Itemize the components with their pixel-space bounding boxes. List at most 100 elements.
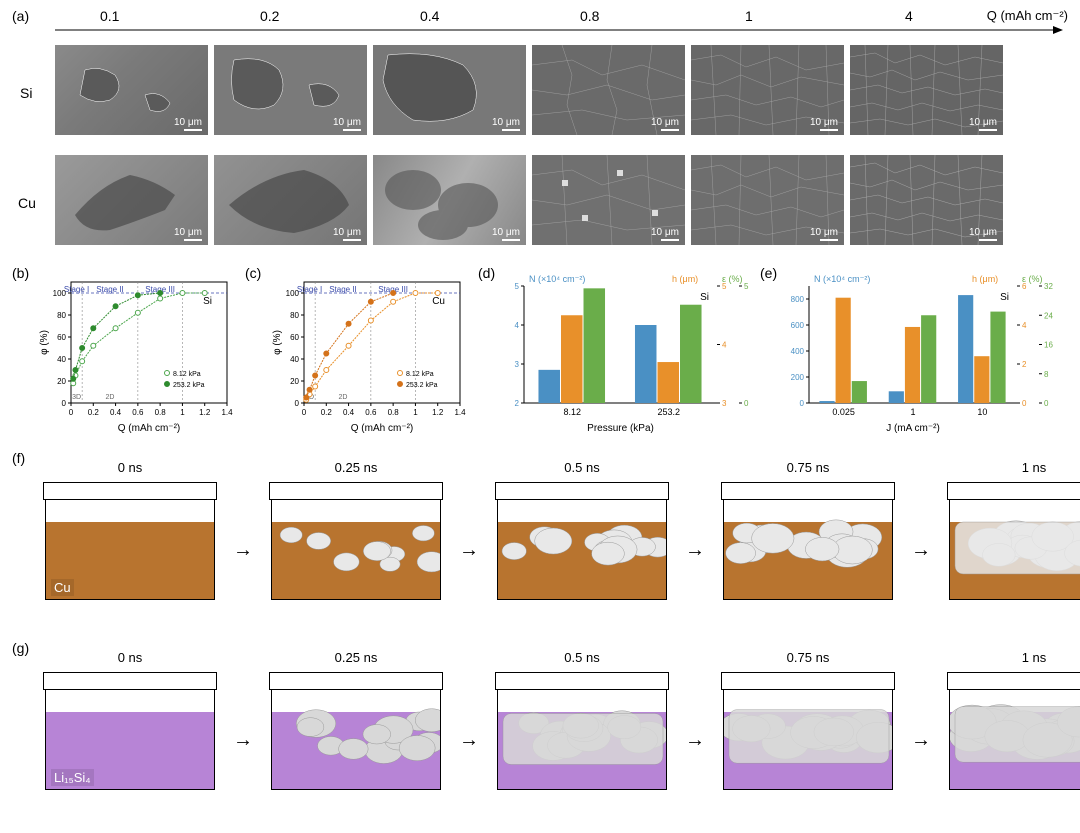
svg-text:32: 32 [1044, 282, 1053, 291]
svg-text:1: 1 [910, 407, 915, 417]
svg-text:80: 80 [290, 311, 299, 320]
label-g: (g) [12, 640, 29, 656]
sem-si-0: 10 μm [55, 45, 208, 135]
svg-text:Si: Si [203, 296, 212, 307]
svg-text:Stage II: Stage II [329, 285, 357, 294]
svg-text:10: 10 [977, 407, 987, 417]
svg-text:Stage II: Stage II [96, 285, 124, 294]
svg-text:0.4: 0.4 [343, 408, 355, 417]
svg-text:1.4: 1.4 [454, 408, 466, 417]
label-f: (f) [12, 450, 25, 466]
svg-text:800: 800 [791, 295, 805, 304]
svg-text:24: 24 [1044, 311, 1053, 320]
svg-text:40: 40 [57, 355, 66, 364]
svg-text:0.2: 0.2 [88, 408, 100, 417]
q-axis-arrow [55, 26, 1065, 36]
svg-text:40: 40 [290, 355, 299, 364]
svg-text:0: 0 [1022, 399, 1027, 408]
sem-si-1: 10 μm [214, 45, 367, 135]
svg-text:3D: 3D [72, 394, 81, 401]
sim-frame: 1 ns [949, 500, 1080, 600]
svg-text:Stage I: Stage I [297, 285, 322, 294]
sim-arrow: → [911, 539, 931, 562]
svg-text:100: 100 [286, 289, 300, 298]
svg-text:Q (mAh cm⁻²): Q (mAh cm⁻²) [118, 423, 181, 434]
svg-text:4: 4 [722, 341, 727, 350]
svg-text:80: 80 [57, 311, 66, 320]
sim-arrow: → [911, 729, 931, 752]
svg-text:0.8: 0.8 [155, 408, 167, 417]
sem-si-5: 10 μm [850, 45, 1003, 135]
svg-text:100: 100 [53, 289, 67, 298]
sim-frame: 0.75 ns [723, 690, 893, 790]
q-val-2: 0.4 [420, 8, 439, 24]
sim-frame: 0.25 ns [271, 500, 441, 600]
sim-frame: 0.25 ns [271, 690, 441, 790]
svg-text:0: 0 [295, 399, 300, 408]
sem-cu-4: 10 μm [691, 155, 844, 245]
svg-text:Stage I: Stage I [64, 285, 89, 294]
svg-text:1: 1 [180, 408, 185, 417]
svg-text:h (μm): h (μm) [672, 274, 698, 284]
svg-text:2D: 2D [339, 394, 348, 401]
svg-text:2: 2 [515, 399, 520, 408]
svg-text:253.2 kPa: 253.2 kPa [406, 382, 438, 389]
svg-text:0.2: 0.2 [321, 408, 333, 417]
svg-text:N (×10⁴ cm⁻²): N (×10⁴ cm⁻²) [529, 274, 585, 284]
svg-text:1.2: 1.2 [199, 408, 211, 417]
row-label-si: Si [20, 85, 32, 101]
chart-d: 234534505N (×10⁴ cm⁻²)h (μm)ε (%)Si8.122… [490, 270, 765, 435]
sem-si-3: 10 μm [532, 45, 685, 135]
svg-text:253.2: 253.2 [657, 407, 680, 417]
svg-text:0.6: 0.6 [365, 408, 377, 417]
svg-text:1: 1 [413, 408, 418, 417]
svg-text:8.12 kPa: 8.12 kPa [173, 371, 201, 378]
q-val-1: 0.2 [260, 8, 279, 24]
svg-text:4: 4 [515, 321, 520, 330]
svg-text:5: 5 [515, 282, 520, 291]
q-val-0: 0.1 [100, 8, 119, 24]
row-label-cu: Cu [18, 195, 36, 211]
svg-text:J (mA cm⁻²): J (mA cm⁻²) [886, 423, 940, 434]
svg-text:1.2: 1.2 [432, 408, 444, 417]
sim-frame: 0 ns Cu [45, 500, 215, 600]
chart-b: Stage IStage IIStage III3D2D00.20.40.60.… [35, 270, 235, 435]
svg-text:60: 60 [57, 333, 66, 342]
sim-frame: 0.75 ns [723, 500, 893, 600]
sem-cu-2: 10 μm [373, 155, 526, 245]
sem-cu-3: 10 μm [532, 155, 685, 245]
sim-row-f: 0 ns Cu → 0.25 ns → 0.5 ns → [45, 500, 1080, 600]
svg-text:φ (%): φ (%) [272, 330, 283, 355]
svg-text:400: 400 [791, 347, 805, 356]
svg-text:60: 60 [290, 333, 299, 342]
svg-text:0: 0 [302, 408, 307, 417]
label-a: (a) [12, 8, 29, 24]
sem-row-cu: 10 μm 10 μm 10 μm 10 μm 10 μm 10 μm [55, 155, 1003, 245]
svg-text:2: 2 [1022, 360, 1027, 369]
sim-arrow: → [459, 729, 479, 752]
svg-text:ε (%): ε (%) [722, 274, 743, 284]
svg-text:0: 0 [1044, 399, 1049, 408]
sim-arrow: → [685, 539, 705, 562]
svg-text:3: 3 [515, 360, 520, 369]
sim-arrow: → [459, 539, 479, 562]
sim-arrow: → [233, 539, 253, 562]
sim-frame: 0.5 ns [497, 690, 667, 790]
sim-frame: 0.5 ns [497, 500, 667, 600]
svg-text:8.12 kPa: 8.12 kPa [406, 371, 434, 378]
svg-text:h (μm): h (μm) [972, 274, 998, 284]
svg-text:8.12: 8.12 [563, 407, 581, 417]
svg-text:0.025: 0.025 [832, 407, 855, 417]
q-val-5: 4 [905, 8, 913, 24]
chart-e: 0200400600800024608162432N (×10⁴ cm⁻²)h … [775, 270, 1065, 435]
svg-text:253.2 kPa: 253.2 kPa [173, 382, 205, 389]
svg-text:0.6: 0.6 [132, 408, 144, 417]
svg-text:200: 200 [791, 373, 805, 382]
svg-text:0.8: 0.8 [388, 408, 400, 417]
q-val-3: 0.8 [580, 8, 599, 24]
sem-si-2: 10 μm [373, 45, 526, 135]
label-b: (b) [12, 265, 29, 281]
sem-row-si: 10 μm 10 μm 10 μm 10 μm 10 μm 10 μm [55, 45, 1003, 135]
svg-text:600: 600 [791, 321, 805, 330]
svg-text:20: 20 [290, 377, 299, 386]
